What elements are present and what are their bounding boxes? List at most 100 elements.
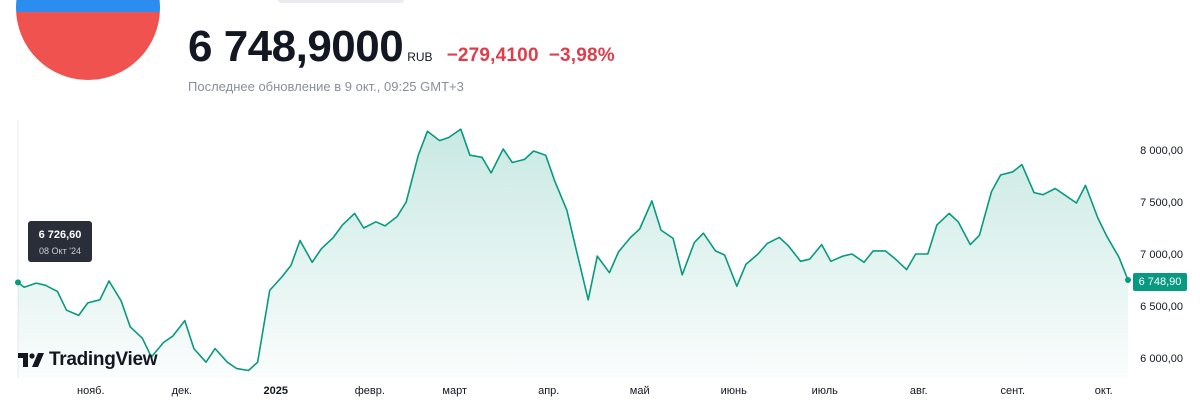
data-point	[532, 150, 534, 152]
data-point	[757, 253, 759, 255]
data-point	[629, 236, 631, 238]
end-point-marker	[1125, 277, 1131, 283]
x-tick-label: сент.	[1000, 385, 1025, 397]
top-tab-strip	[278, 0, 404, 3]
data-point	[957, 221, 959, 223]
data-point	[460, 128, 462, 130]
data-point	[596, 255, 598, 257]
y-tick-label: 6 500,00	[1140, 301, 1183, 313]
data-point	[184, 319, 186, 321]
data-point	[915, 253, 917, 255]
data-point	[587, 299, 589, 301]
data-point	[417, 154, 419, 156]
data-point	[141, 337, 143, 339]
data-point	[808, 258, 810, 260]
data-point	[893, 257, 895, 259]
data-point	[481, 156, 483, 158]
data-point	[226, 361, 228, 363]
currency-label: RUB	[407, 50, 433, 64]
x-tick-label: февр.	[355, 385, 385, 397]
x-tick-label: июль	[812, 385, 839, 397]
data-point	[639, 228, 641, 230]
data-point	[341, 224, 343, 226]
data-point	[511, 161, 513, 163]
tradingview-logo[interactable]: TradingView	[18, 349, 158, 371]
data-point	[99, 299, 101, 301]
data-point	[693, 241, 695, 243]
data-point	[999, 174, 1001, 176]
data-point	[281, 276, 283, 278]
data-point	[44, 284, 46, 286]
data-point	[681, 274, 683, 276]
data-point	[108, 280, 110, 282]
data-point	[396, 215, 398, 217]
data-point	[1012, 171, 1014, 173]
data-point	[672, 237, 674, 239]
data-point	[426, 130, 428, 132]
data-point	[948, 212, 950, 214]
data-point	[162, 341, 164, 343]
data-point	[1033, 191, 1035, 193]
x-tick-label: авг.	[910, 385, 928, 397]
x-tick-label: нояб.	[77, 385, 105, 397]
data-point	[799, 260, 801, 262]
data-point	[384, 225, 386, 227]
data-point	[905, 268, 907, 270]
series-area-fill	[18, 129, 1128, 378]
data-point	[438, 139, 440, 141]
data-point	[936, 224, 938, 226]
x-tick-label: окт.	[1095, 385, 1113, 397]
data-point	[78, 314, 80, 316]
data-point	[523, 158, 525, 160]
data-point	[736, 285, 738, 287]
x-tick-label: 2025	[264, 385, 288, 397]
data-point	[1118, 256, 1120, 258]
data-point	[405, 201, 407, 203]
data-point	[554, 180, 556, 182]
data-point	[290, 264, 292, 266]
data-point	[842, 255, 844, 257]
data-point	[87, 302, 89, 304]
y-tick-label: 6 000,00	[1140, 353, 1183, 365]
data-point	[448, 136, 450, 138]
data-point	[617, 251, 619, 253]
data-point	[651, 200, 653, 202]
data-point	[129, 326, 131, 328]
data-point	[1084, 184, 1086, 186]
current-price: 6 748,9000	[188, 22, 404, 71]
series-line	[17, 128, 1129, 372]
data-point	[502, 148, 504, 150]
data-point	[1063, 194, 1065, 196]
price-change-percent: −3,98%	[548, 45, 615, 66]
data-point	[1054, 187, 1056, 189]
tooltip-date: 08 Окт '24	[39, 246, 81, 256]
last-update-time: Последнее обновление в 9 окт., 09:25 GMT…	[188, 79, 464, 94]
data-point	[35, 282, 37, 284]
data-point	[927, 253, 929, 255]
tradingview-logo-icon	[18, 353, 44, 367]
data-point	[1021, 163, 1023, 165]
data-point	[660, 229, 662, 231]
crosshair-tooltip: 6 726,60 08 Окт '24	[28, 221, 92, 262]
data-point	[23, 286, 25, 288]
data-point	[575, 248, 577, 250]
data-point	[65, 309, 67, 311]
price-change-absolute: −279,4100	[446, 45, 539, 66]
x-tick-label: июнь	[721, 385, 747, 397]
quote-header: 6 748,9000 RUB −279,4100 −3,98%	[188, 22, 615, 72]
data-point	[978, 234, 980, 236]
data-point	[320, 248, 322, 250]
data-point	[545, 154, 547, 156]
data-point	[851, 253, 853, 255]
data-point	[723, 254, 725, 256]
data-point	[702, 232, 704, 234]
data-point	[269, 289, 271, 291]
data-point	[821, 243, 823, 245]
data-point	[566, 209, 568, 211]
tradingview-logo-text: TradingView	[49, 349, 158, 370]
last-price-badge: 6 748,90	[1133, 273, 1187, 291]
data-point	[363, 227, 365, 229]
data-point	[120, 300, 122, 302]
tooltip-value: 6 726,60	[38, 229, 82, 241]
